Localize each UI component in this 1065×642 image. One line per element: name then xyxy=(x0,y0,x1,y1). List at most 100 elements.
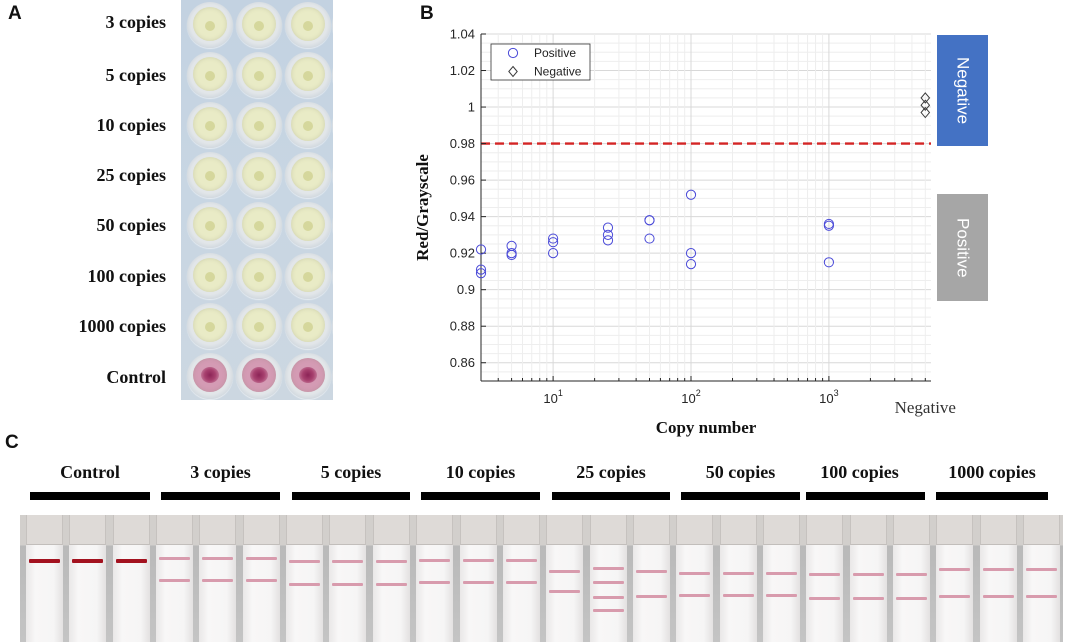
strip-band xyxy=(245,557,277,560)
x-tick-label: 103 xyxy=(819,388,838,406)
x-axis-label: Copy number xyxy=(656,418,757,437)
strip-sample-pad xyxy=(329,515,367,545)
test-strip xyxy=(762,515,800,642)
sample-well xyxy=(187,252,233,299)
control-well xyxy=(187,352,233,399)
positive-badge: Positive xyxy=(937,194,988,301)
strip-membrane xyxy=(936,545,974,642)
y-tick-label: 0.98 xyxy=(450,136,475,151)
strip-band xyxy=(852,597,884,600)
sample-well xyxy=(236,252,282,299)
well-center-spot xyxy=(303,171,313,182)
positive-point xyxy=(602,229,614,240)
x-tick-label: 102 xyxy=(681,388,700,406)
strip-band xyxy=(765,594,797,597)
test-strip xyxy=(676,515,714,642)
lateral-flow-strips-photo xyxy=(20,515,1063,642)
strip-band xyxy=(375,560,407,563)
y-tick-label: 0.86 xyxy=(450,355,475,370)
strip-band xyxy=(679,594,711,597)
row-label-1000-copies: 1000 copies xyxy=(78,316,167,336)
strip-sample-pad xyxy=(372,515,410,545)
positive-point xyxy=(548,237,559,248)
strip-band xyxy=(722,572,754,575)
strip-sample-pad xyxy=(26,515,63,545)
strip-sample-pad xyxy=(806,515,844,545)
x-tick-label-exponent: 1 xyxy=(558,388,563,398)
sample-well xyxy=(285,102,331,149)
test-strip xyxy=(286,515,324,642)
strip-sample-pad xyxy=(459,515,497,545)
strip-band xyxy=(462,559,494,562)
strip-band xyxy=(852,573,884,576)
strip-band xyxy=(159,557,191,560)
strip-band xyxy=(375,583,407,586)
strip-membrane xyxy=(849,545,887,642)
strip-band xyxy=(809,597,841,600)
strip-sample-pad xyxy=(979,515,1017,545)
test-strip xyxy=(112,515,150,642)
sample-well xyxy=(236,202,282,249)
negative-series xyxy=(920,92,931,119)
strip-membrane xyxy=(719,545,757,642)
sample-well xyxy=(285,52,331,99)
group-label-3-copies: 3 copies xyxy=(190,462,251,482)
well-liquid xyxy=(291,57,325,92)
test-strip xyxy=(416,515,454,642)
strip-membrane xyxy=(242,545,280,642)
y-tick-label: 1 xyxy=(468,100,475,115)
strip-sample-pad xyxy=(242,515,280,545)
test-strip xyxy=(849,515,887,642)
strip-band xyxy=(202,557,234,560)
well-center-spot xyxy=(205,71,215,82)
well-center-spot xyxy=(250,366,268,383)
well-center-spot xyxy=(254,71,264,82)
positive-point xyxy=(475,244,487,255)
strip-band xyxy=(332,560,364,563)
positive-point xyxy=(644,233,655,244)
well-liquid xyxy=(193,257,227,292)
positive-point xyxy=(602,235,614,246)
strip-membrane xyxy=(632,545,670,642)
strip-membrane xyxy=(199,545,237,642)
panel-a-label: A xyxy=(8,3,22,24)
test-strip xyxy=(502,515,540,642)
test-strip xyxy=(936,515,974,642)
x-category-tick-label: Negative xyxy=(895,398,956,417)
row-label-control: Control xyxy=(106,367,166,387)
well-liquid xyxy=(291,207,325,242)
test-strip xyxy=(806,515,844,642)
well-liquid xyxy=(242,157,276,192)
negative-point xyxy=(920,99,931,112)
sample-well xyxy=(285,152,331,199)
grid xyxy=(480,33,931,382)
well-center-spot xyxy=(205,221,215,232)
test-strip xyxy=(546,515,584,642)
well-liquid xyxy=(242,107,276,142)
positive-point xyxy=(644,215,655,226)
well-center-spot xyxy=(303,121,313,132)
well-center-spot xyxy=(254,321,264,332)
strip-band xyxy=(289,583,321,586)
well-center-spot xyxy=(303,271,313,282)
well-liquid xyxy=(242,207,276,242)
test-strip xyxy=(329,515,367,642)
positive-point xyxy=(685,248,697,259)
strip-sample-pad xyxy=(69,515,107,545)
sample-well xyxy=(187,52,233,99)
strip-sample-pad xyxy=(893,515,930,545)
strip-band xyxy=(896,597,927,600)
sample-well xyxy=(285,252,331,299)
well-liquid xyxy=(291,157,325,192)
test-strip xyxy=(26,515,63,642)
test-strip xyxy=(459,515,497,642)
well-center-spot xyxy=(303,21,313,31)
well-center-spot xyxy=(254,121,264,132)
group-label-control: Control xyxy=(60,462,120,482)
well-liquid xyxy=(242,257,276,292)
row-label-5-copies: 5 copies xyxy=(105,65,167,85)
sample-well xyxy=(332,252,333,299)
x-tick-label-exponent: 2 xyxy=(696,388,701,398)
well-center-spot xyxy=(205,321,215,332)
